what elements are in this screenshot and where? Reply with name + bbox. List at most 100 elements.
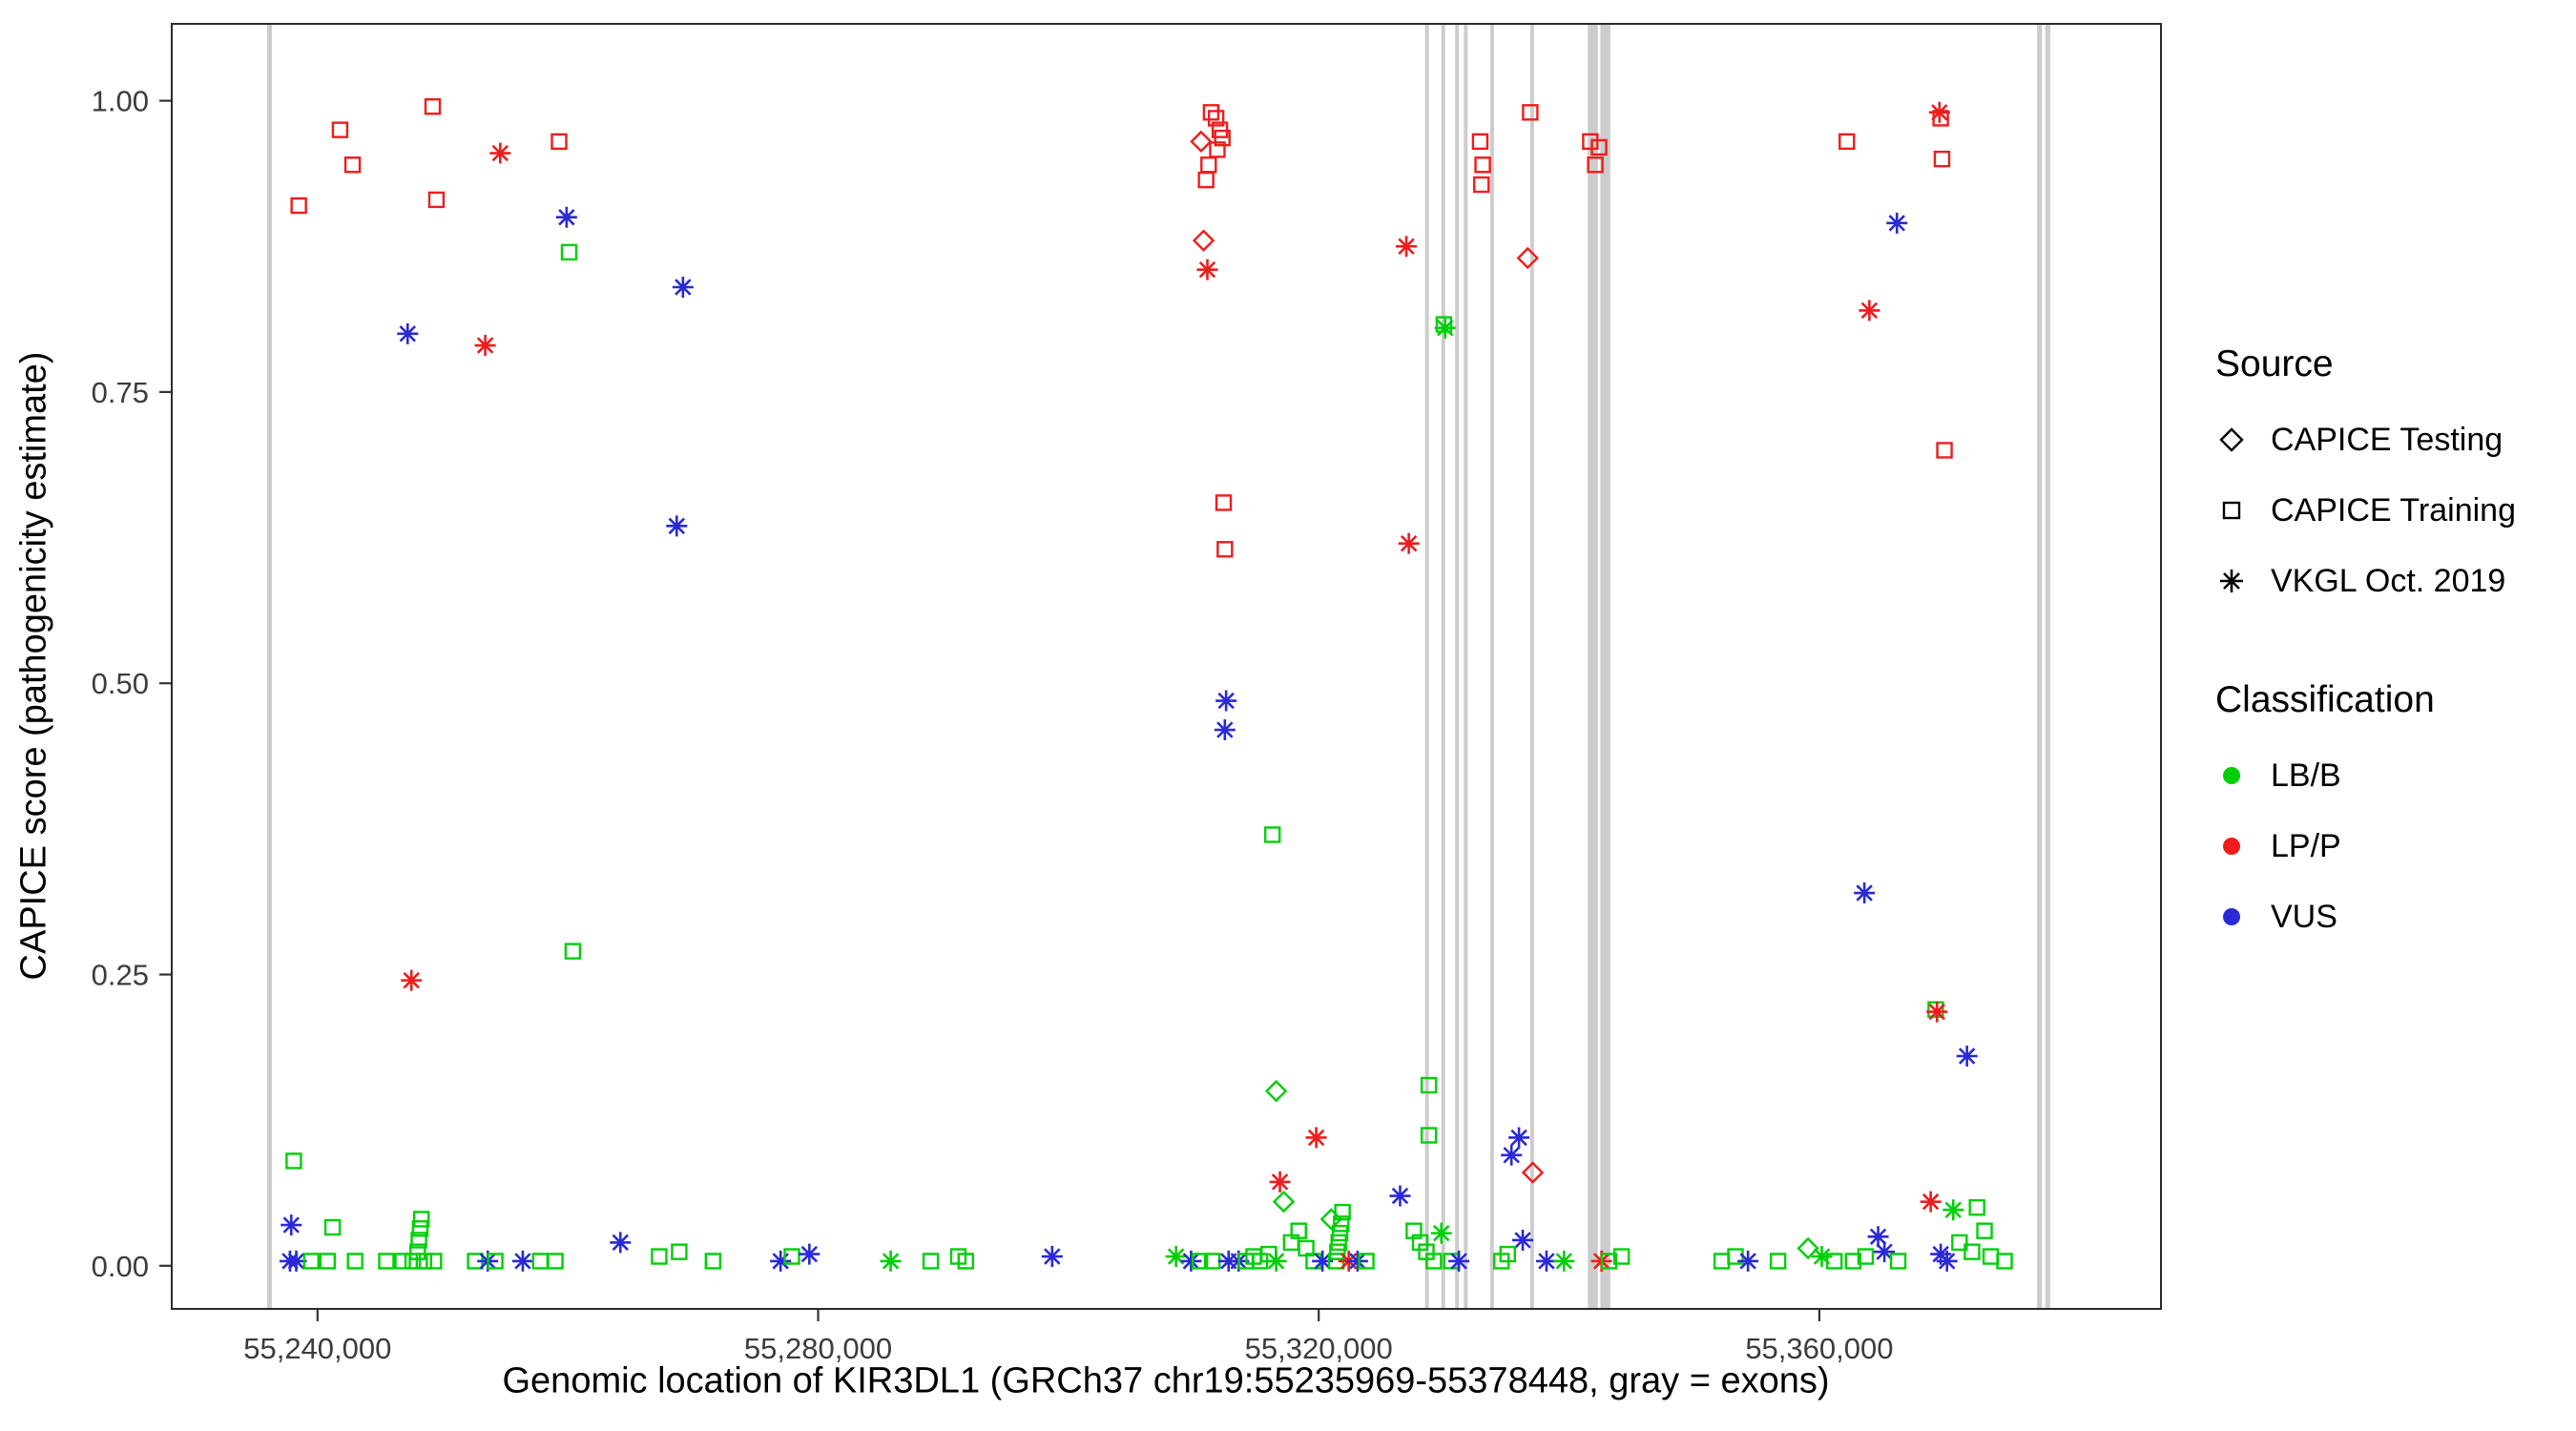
- data-point: [1713, 1253, 1731, 1270]
- data-point: [285, 1152, 302, 1170]
- data-point: [1951, 1234, 1968, 1252]
- data-point: [410, 1232, 427, 1249]
- data-point: [378, 1253, 395, 1270]
- exon-region: [1464, 25, 1468, 1308]
- data-point: [1265, 1250, 1287, 1272]
- data-point: [397, 322, 419, 344]
- data-point: [672, 276, 694, 298]
- data-point: [511, 1250, 533, 1272]
- data-point: [1474, 156, 1491, 174]
- data-point: [1933, 150, 1951, 168]
- data-point: [922, 1253, 940, 1270]
- data-point: [415, 1253, 433, 1270]
- data-point: [1600, 1253, 1618, 1270]
- exon-region: [2045, 25, 2050, 1308]
- exon-region: [1441, 25, 1445, 1308]
- data-point: [1207, 110, 1225, 127]
- data-point: [1854, 882, 1876, 904]
- data-point: [346, 1253, 364, 1270]
- legend-item-vus: VUS: [2215, 881, 2516, 952]
- legend-item-label: CAPICE Testing: [2271, 421, 2503, 458]
- data-point: [1214, 129, 1231, 147]
- data-point: [1329, 1243, 1346, 1260]
- data-point: [1582, 133, 1599, 151]
- data-point: [427, 191, 446, 209]
- data-point: [1305, 1127, 1327, 1149]
- data-point: [1982, 1248, 2000, 1265]
- data-point: [1501, 1144, 1523, 1166]
- data-point: [1521, 1161, 1545, 1184]
- data-point: [1522, 104, 1539, 121]
- data-point: [783, 1248, 800, 1265]
- data-point: [1976, 1222, 1993, 1239]
- data-point: [1927, 1001, 1944, 1018]
- data-point: [1330, 1234, 1347, 1252]
- data-point: [1200, 156, 1217, 174]
- data-point: [1209, 141, 1226, 158]
- data-point: [1857, 1248, 1875, 1265]
- data-point: [1333, 1215, 1350, 1233]
- data-point: [1191, 1253, 1209, 1270]
- data-point: [1968, 1199, 1985, 1216]
- y-axis-title: CAPICE score (pathogenicity estimate): [13, 351, 54, 981]
- y-tick-label: 0.50: [92, 667, 149, 700]
- data-point: [1936, 1250, 1958, 1272]
- data-point: [1811, 1246, 1833, 1268]
- data-point: [1214, 719, 1236, 741]
- data-point: [957, 1253, 974, 1270]
- data-point: [424, 98, 442, 115]
- lpp-dot-icon: [2223, 838, 2240, 855]
- data-point: [1202, 104, 1220, 121]
- data-point: [1215, 494, 1233, 511]
- legend-item-label: CAPICE Training: [2271, 491, 2516, 529]
- data-point: [880, 1250, 902, 1272]
- data-point: [1420, 1076, 1438, 1094]
- y-tick-label: 0.25: [92, 959, 149, 992]
- data-point: [1928, 101, 1950, 123]
- x-tick-label: 55,360,000: [1745, 1332, 1893, 1365]
- data-point: [1825, 1253, 1843, 1270]
- data-point: [1996, 1253, 2013, 1270]
- data-point: [319, 1253, 337, 1270]
- exon-region: [2037, 25, 2043, 1308]
- x-tick-label: 55,240,000: [243, 1332, 391, 1365]
- exon-region: [1455, 25, 1460, 1308]
- data-point: [799, 1243, 821, 1265]
- square-icon: [2215, 494, 2271, 527]
- data-point: [1435, 316, 1453, 333]
- exon-region: [266, 25, 272, 1308]
- exon-region: [1489, 25, 1494, 1308]
- data-point: [1389, 1185, 1411, 1207]
- data-point: [1398, 532, 1420, 554]
- exon-region: [1529, 25, 1534, 1308]
- panel-border: [171, 23, 2162, 1310]
- data-point: [551, 133, 568, 151]
- data-point: [1797, 1236, 1819, 1260]
- data-point: [1430, 1222, 1452, 1244]
- data-point: [1839, 133, 1856, 151]
- exon-region: [1588, 25, 1598, 1308]
- data-point: [1197, 171, 1215, 189]
- x-tick-label: 55,280,000: [744, 1332, 892, 1365]
- legend-item-label: LB/B: [2271, 757, 2341, 794]
- data-point: [770, 1250, 792, 1272]
- y-tick-label: 1.00: [92, 85, 149, 118]
- y-tick-label: 0.00: [92, 1250, 149, 1283]
- data-point: [1180, 1250, 1202, 1272]
- x-tick-label: 55,320,000: [1245, 1332, 1393, 1365]
- data-point: [331, 121, 349, 138]
- data-point: [1331, 1224, 1349, 1242]
- data-point: [487, 1253, 504, 1270]
- legend-item-capice-testing: CAPICE Testing: [2215, 404, 2516, 475]
- data-point: [1874, 1241, 1896, 1263]
- data-point: [489, 142, 511, 164]
- data-point: [1926, 1001, 1948, 1023]
- data-point: [343, 156, 362, 174]
- x-axis-title: Genomic location of KIR3DL1 (GRCh37 chr1…: [502, 1360, 1830, 1401]
- data-point: [1844, 1253, 1862, 1270]
- legend-item-capice-training: CAPICE Training: [2215, 475, 2516, 546]
- exon-region: [1424, 25, 1429, 1308]
- data-point: [1859, 300, 1880, 321]
